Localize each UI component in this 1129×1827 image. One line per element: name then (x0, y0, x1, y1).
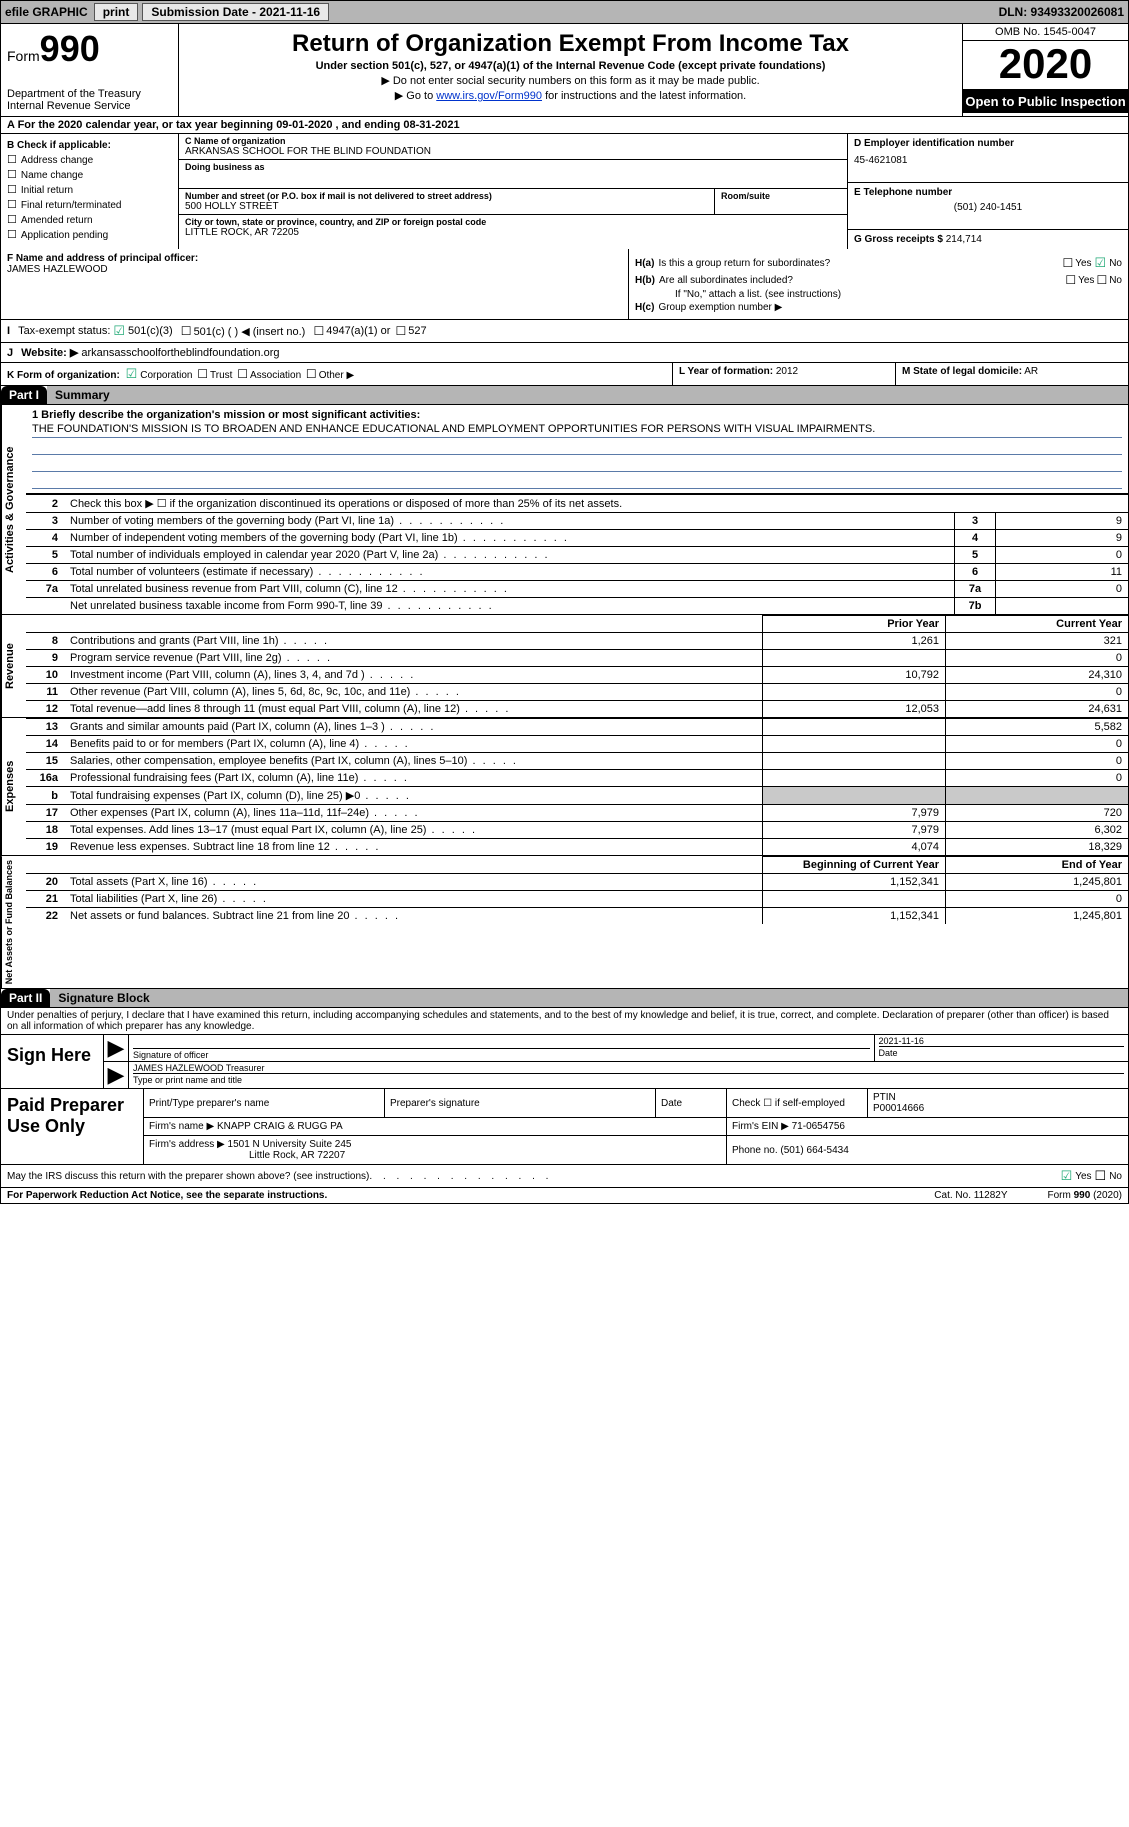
row-a-tax-year: A For the 2020 calendar year, or tax yea… (0, 117, 1129, 134)
chk-501c3[interactable] (113, 323, 125, 339)
hb-yes[interactable]: ☐ (1065, 273, 1076, 287)
part-ii-header: Part II Signature Block (0, 989, 1129, 1008)
expenses-block: Expenses 13Grants and similar amounts pa… (0, 718, 1129, 856)
vlabel-governance: Activities & Governance (1, 405, 26, 614)
chk-final-return[interactable]: Final return/terminated (7, 198, 172, 211)
omb-number: OMB No. 1545-0047 (963, 24, 1128, 41)
preparer-table: Print/Type preparer's name Preparer's si… (144, 1089, 1128, 1164)
k-form-org: K Form of organization: Corporation ☐Tru… (1, 363, 673, 385)
dln-label: DLN: 93493320026081 (995, 5, 1128, 19)
header-middle: Return of Organization Exempt From Incom… (179, 24, 962, 116)
sign-here-label: Sign Here (1, 1035, 104, 1088)
revenue-block: Revenue Prior Year Current Year 8Contrib… (0, 615, 1129, 718)
city-cell: City or town, state or province, country… (179, 215, 847, 240)
chk-527[interactable]: ☐ (395, 324, 406, 338)
discuss-no[interactable] (1095, 1168, 1107, 1184)
form-header: Form990 Department of the Treasury Inter… (0, 24, 1129, 117)
header-left: Form990 Department of the Treasury Inter… (1, 24, 179, 116)
chk-name-change[interactable]: Name change (7, 168, 172, 181)
chk-address-change[interactable]: Address change (7, 153, 172, 166)
governance-block: Activities & Governance 1 Briefly descri… (0, 405, 1129, 615)
chk-initial-return[interactable]: Initial return (7, 183, 172, 196)
row-i-tax-status: I Tax-exempt status: 501(c)(3) ☐501(c) (… (0, 320, 1129, 343)
form-note-ssn: ▶ Do not enter social security numbers o… (185, 74, 956, 87)
dept-treasury: Department of the Treasury Internal Reve… (7, 88, 172, 112)
f-officer: F Name and address of principal officer:… (1, 249, 629, 319)
mission-block: 1 Briefly describe the organization's mi… (26, 405, 1128, 494)
sign-arrow-icon-2: ▶ (104, 1062, 128, 1088)
chk-trust[interactable]: ☐ (197, 367, 208, 381)
governance-table: 2Check this box ▶ ☐ if the organization … (26, 494, 1128, 512)
form-subtitle: Under section 501(c), 527, or 4947(a)(1)… (185, 60, 956, 72)
address-row: Number and street (or P.O. box if mail i… (179, 189, 847, 215)
chk-amended-return[interactable]: Amended return (7, 213, 172, 226)
org-name: ARKANSAS SCHOOL FOR THE BLIND FOUNDATION (185, 146, 841, 157)
submission-date-pill: Submission Date - 2021-11-16 (142, 3, 329, 21)
row-klm: K Form of organization: Corporation ☐Tru… (0, 363, 1129, 386)
col-b-checkboxes: B Check if applicable: Address change Na… (1, 134, 179, 249)
sign-here-block: Sign Here ▶ Signature of officer 2021-11… (0, 1035, 1129, 1089)
print-button[interactable]: print (94, 3, 139, 21)
l-year-formation: L Year of formation: 2012 (673, 363, 896, 385)
part-i-header: Part I Summary (0, 386, 1129, 405)
vlabel-netassets: Net Assets or Fund Balances (1, 856, 26, 988)
chk-4947[interactable]: ☐ (313, 324, 324, 338)
signature-officer-cell: Signature of officer (128, 1035, 874, 1061)
form-number: Form990 (7, 28, 172, 70)
open-to-public: Open to Public Inspection (963, 90, 1128, 113)
section-bcdeg: B Check if applicable: Address change Na… (0, 134, 1129, 249)
ha-no[interactable] (1095, 255, 1107, 271)
efile-label: efile GRAPHIC (1, 5, 92, 19)
ha-yes[interactable]: ☐ (1062, 256, 1073, 270)
form-footer-label: Form 990 (2020) (1048, 1190, 1123, 1201)
m-state-domicile: M State of legal domicile: AR (896, 363, 1128, 385)
row-j-website: J Website: ▶ arkansasschoolfortheblindfo… (0, 343, 1129, 363)
h-group: H(a) Is this a group return for subordin… (629, 249, 1128, 319)
g-gross-cell: G Gross receipts $ 214,714 (848, 230, 1128, 249)
chk-corporation[interactable] (126, 366, 138, 381)
efile-topbar: efile GRAPHIC print Submission Date - 20… (0, 0, 1129, 24)
signature-date-cell: 2021-11-16 Date (874, 1035, 1129, 1061)
mission-text: THE FOUNDATION'S MISSION IS TO BROADEN A… (32, 423, 1122, 438)
e-phone-cell: E Telephone number (501) 240-1451 (848, 183, 1128, 230)
chk-other[interactable]: ☐ (306, 367, 317, 381)
paid-preparer-label: Paid Preparer Use Only (1, 1089, 144, 1164)
netassets-table: Beginning of Current Year End of Year 20… (26, 856, 1128, 924)
footer-note: For Paperwork Reduction Act Notice, see … (0, 1188, 1129, 1204)
irs-link[interactable]: www.irs.gov/Form990 (436, 90, 542, 102)
officer-name-cell: JAMES HAZLEWOOD Treasurer Type or print … (128, 1062, 1128, 1088)
governance-rows: 3Number of voting members of the governi… (26, 512, 1128, 614)
sign-arrow-icon: ▶ (104, 1035, 128, 1061)
col-c-org-info: C Name of organization ARKANSAS SCHOOL F… (179, 134, 847, 249)
dba-cell: Doing business as (179, 160, 847, 189)
d-ein-cell: D Employer identification number 45-4621… (848, 134, 1128, 183)
netassets-block: Net Assets or Fund Balances Beginning of… (0, 856, 1129, 989)
vlabel-expenses: Expenses (1, 718, 26, 855)
form-title: Return of Organization Exempt From Incom… (185, 30, 956, 58)
section-fh: F Name and address of principal officer:… (0, 249, 1129, 320)
header-right: OMB No. 1545-0047 2020 Open to Public In… (962, 24, 1128, 116)
perjury-statement: Under penalties of perjury, I declare th… (0, 1008, 1129, 1035)
paid-preparer-block: Paid Preparer Use Only Print/Type prepar… (0, 1089, 1129, 1165)
discuss-yes[interactable] (1061, 1168, 1073, 1184)
hb-no[interactable]: ☐ (1096, 273, 1107, 287)
irs-discuss-row: May the IRS discuss this return with the… (0, 1165, 1129, 1188)
expenses-table: 13Grants and similar amounts paid (Part … (26, 718, 1128, 855)
room-cell: Room/suite (715, 189, 847, 215)
chk-501c[interactable]: ☐ (181, 324, 192, 338)
chk-application-pending[interactable]: Application pending (7, 228, 172, 241)
tax-year: 2020 (963, 41, 1128, 90)
form-note-link: ▶ Go to www.irs.gov/Form990 for instruct… (185, 89, 956, 102)
street-cell: Number and street (or P.O. box if mail i… (179, 189, 715, 215)
revenue-table: Prior Year Current Year 8Contributions a… (26, 615, 1128, 717)
col-deg: D Employer identification number 45-4621… (847, 134, 1128, 249)
vlabel-revenue: Revenue (1, 615, 26, 717)
c-name-cell: C Name of organization ARKANSAS SCHOOL F… (179, 134, 847, 160)
chk-association[interactable]: ☐ (237, 367, 248, 381)
